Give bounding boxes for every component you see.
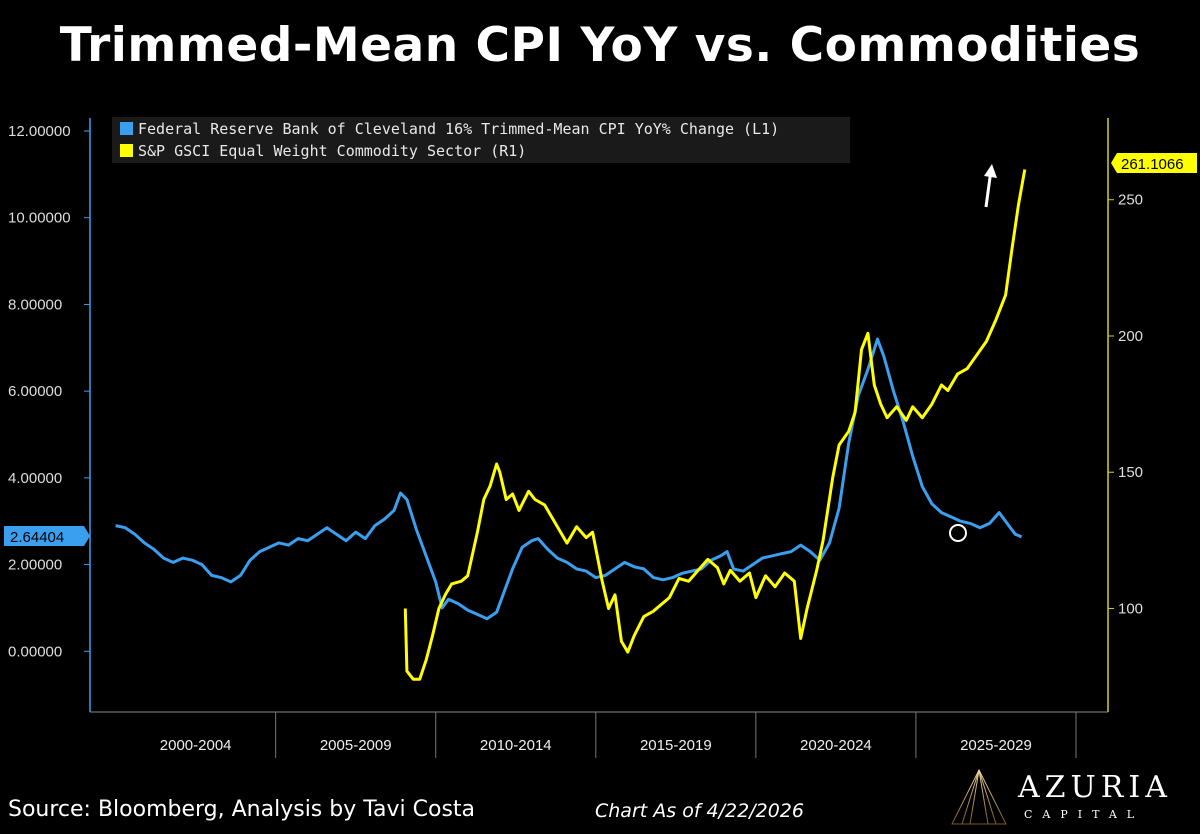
up-arrow-icon xyxy=(984,164,997,208)
highlight-circle xyxy=(949,524,967,542)
svg-text:2.64404: 2.64404 xyxy=(10,529,64,546)
left-tick-label: 4.00000 xyxy=(8,470,62,487)
left-tick-label: 8.00000 xyxy=(8,296,62,313)
left-tick-label: 2.00000 xyxy=(8,557,62,574)
right-tick-label: 100 xyxy=(1118,600,1143,617)
logo-subtitle: CAPITAL xyxy=(1024,808,1145,821)
legend-label-cpi: Federal Reserve Bank of Cleveland 16% Tr… xyxy=(138,120,779,138)
legend-swatch-blue xyxy=(120,122,133,135)
legend-label-gsci: S&P GSCI Equal Weight Commodity Sector (… xyxy=(138,142,526,160)
left-tick-label: 0.00000 xyxy=(8,643,62,660)
last-value-right: 261.1066 xyxy=(1111,153,1197,173)
x-tick-label: 2000-2004 xyxy=(160,737,232,754)
x-tick-label: 2015-2019 xyxy=(640,737,712,754)
series-layer xyxy=(115,169,1027,681)
logo-mark-icon xyxy=(951,768,1007,825)
legend-swatch-yellow xyxy=(120,144,133,157)
left-tick-label: 12.00000 xyxy=(8,123,71,140)
chart-title: Trimmed-Mean CPI YoY vs. Commodities xyxy=(59,18,1141,73)
x-tick-label: 2005-2009 xyxy=(320,737,392,754)
x-tick-label: 2025-2029 xyxy=(960,737,1032,754)
x-axis-ticks: 2000-2004 2005-2009 2010-2014 2015-2019 2020… xyxy=(160,712,1077,758)
as-of-date: Chart As of 4/22/2026 xyxy=(595,800,804,822)
last-value-left: 2.64404 xyxy=(4,526,90,546)
azuria-logo: AZURIA CAPITAL xyxy=(940,768,1180,828)
right-tick-label: 250 xyxy=(1118,192,1143,209)
left-tick-label: 6.00000 xyxy=(8,383,62,400)
left-tick-label: 10.00000 xyxy=(8,210,71,227)
right-tick-label: 200 xyxy=(1118,328,1143,345)
x-tick-label: 2010-2014 xyxy=(480,737,552,754)
right-axis-ticks: 250 200 150 100 xyxy=(1108,192,1143,617)
svg-text:261.1066: 261.1066 xyxy=(1121,156,1184,173)
source-note: Source: Bloomberg, Analysis by Tavi Cost… xyxy=(8,797,476,822)
series-line-gsci xyxy=(403,169,1027,681)
logo-name: AZURIA xyxy=(1018,770,1172,805)
right-tick-label: 150 xyxy=(1118,464,1143,481)
x-tick-label: 2020-2024 xyxy=(800,737,872,754)
legend-background xyxy=(112,117,850,163)
left-axis-ticks: 12.00000 10.00000 8.00000 6.00000 4.00000 2.0… xyxy=(8,123,90,660)
series-line-cpi xyxy=(115,337,1023,621)
